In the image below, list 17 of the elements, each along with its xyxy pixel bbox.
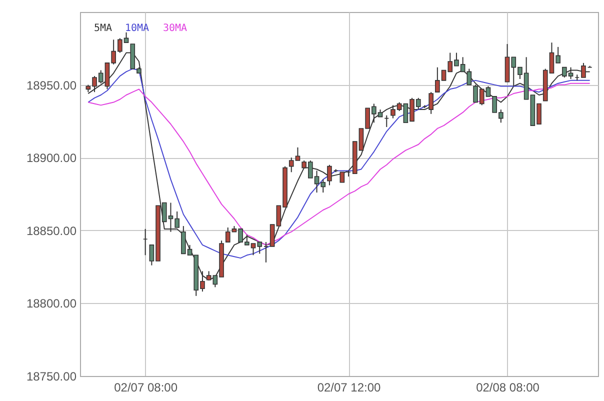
- candlestick: [270, 224, 275, 247]
- y-tick-label: 18900.00: [26, 151, 77, 166]
- candlestick: [340, 172, 345, 183]
- y-tick-label: 18950.00: [26, 78, 77, 92]
- y-tick-label: 18850.00: [26, 224, 77, 238]
- candlestick: [327, 164, 332, 186]
- text: 10MA: [125, 23, 150, 34]
- x-tick-label: 02/07 12:00: [317, 380, 382, 394]
- candlestick: [428, 92, 434, 114]
- x-tick-label: 02/07 08:00: [114, 380, 178, 394]
- candlestick: [581, 62, 586, 78]
- text: 5MA: [94, 23, 112, 34]
- x-tick-label: 02/08 08:00: [476, 380, 540, 394]
- text: 30MA: [163, 23, 188, 34]
- y-tick-label: 18800.00: [26, 296, 77, 311]
- y-tick-label: 18750.00: [26, 370, 77, 384]
- candlestick: [466, 68, 472, 86]
